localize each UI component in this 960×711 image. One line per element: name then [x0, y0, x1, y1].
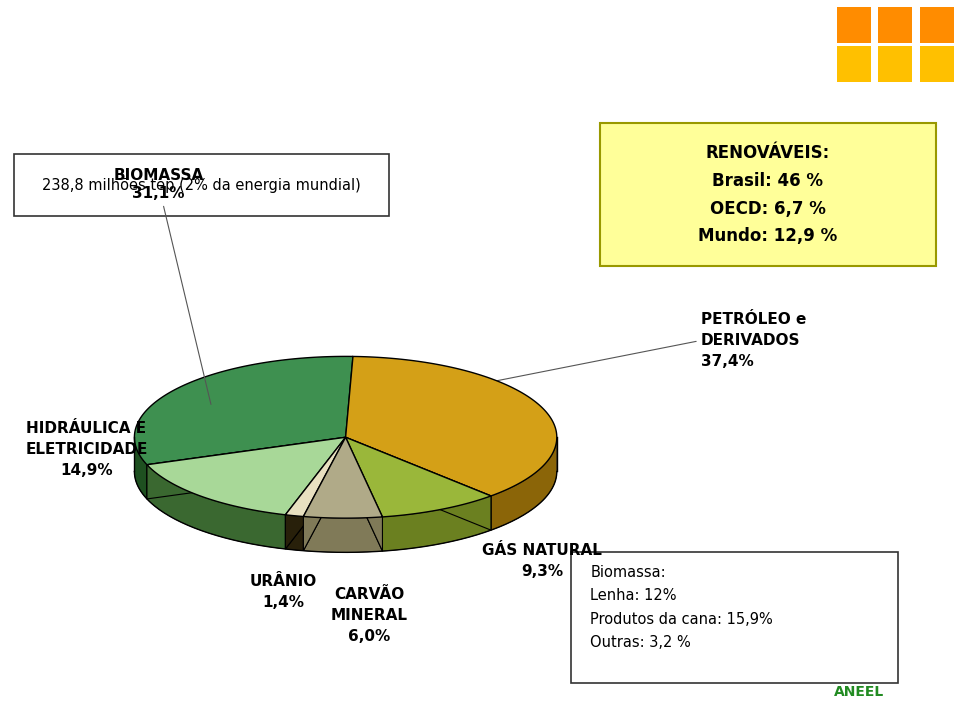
- FancyBboxPatch shape: [600, 123, 936, 266]
- Polygon shape: [382, 496, 491, 551]
- Bar: [920, 7, 953, 43]
- Polygon shape: [147, 465, 285, 549]
- Polygon shape: [346, 437, 382, 551]
- Polygon shape: [346, 437, 382, 551]
- FancyBboxPatch shape: [14, 154, 389, 216]
- Polygon shape: [285, 515, 303, 551]
- Polygon shape: [303, 516, 382, 552]
- Polygon shape: [147, 437, 346, 499]
- Bar: [878, 46, 912, 82]
- Text: URÂNIO
1,4%: URÂNIO 1,4%: [250, 574, 317, 610]
- Polygon shape: [147, 437, 346, 515]
- Polygon shape: [147, 437, 346, 499]
- Polygon shape: [346, 356, 557, 496]
- Text: BIOMASSA
31,1%: BIOMASSA 31,1%: [113, 169, 211, 405]
- Polygon shape: [134, 437, 147, 499]
- Text: Oferta Interna de Energia – Brasil 2007 (%): Oferta Interna de Energia – Brasil 2007 …: [24, 28, 834, 61]
- Text: Biomassa:
Lenha: 12%
Produtos da cana: 15,9%
Outras: 3,2 %: Biomassa: Lenha: 12% Produtos da cana: 1…: [590, 565, 773, 650]
- Polygon shape: [285, 437, 346, 516]
- Polygon shape: [346, 437, 491, 530]
- Polygon shape: [303, 437, 346, 551]
- Text: RENOVÁVEIS:
Brasil: 46 %
OECD: 6,7 %
Mundo: 12,9 %: RENOVÁVEIS: Brasil: 46 % OECD: 6,7 % Mun…: [698, 144, 838, 245]
- FancyBboxPatch shape: [571, 552, 898, 683]
- Text: PETRÓLEO e
DERIVADOS
37,4%: PETRÓLEO e DERIVADOS 37,4%: [701, 312, 806, 369]
- Text: HIDRÁULICA E
ELETRICIDADE
14,9%: HIDRÁULICA E ELETRICIDADE 14,9%: [25, 421, 148, 479]
- Polygon shape: [285, 437, 346, 549]
- Text: CARVÃO
MINERAL
6,0%: CARVÃO MINERAL 6,0%: [331, 587, 408, 643]
- Polygon shape: [346, 437, 491, 517]
- Bar: [878, 7, 912, 43]
- Bar: [837, 46, 871, 82]
- Polygon shape: [346, 437, 491, 530]
- Polygon shape: [303, 437, 346, 551]
- Polygon shape: [134, 356, 353, 465]
- Bar: [837, 7, 871, 43]
- Polygon shape: [303, 437, 382, 518]
- Text: 238,8 milhões tep (2% da energia mundial): 238,8 milhões tep (2% da energia mundial…: [42, 178, 361, 193]
- Polygon shape: [491, 437, 557, 530]
- Text: GÁS NATURAL
9,3%: GÁS NATURAL 9,3%: [483, 543, 602, 579]
- Bar: [920, 46, 953, 82]
- Polygon shape: [285, 437, 346, 549]
- Text: ANEEL: ANEEL: [834, 685, 884, 698]
